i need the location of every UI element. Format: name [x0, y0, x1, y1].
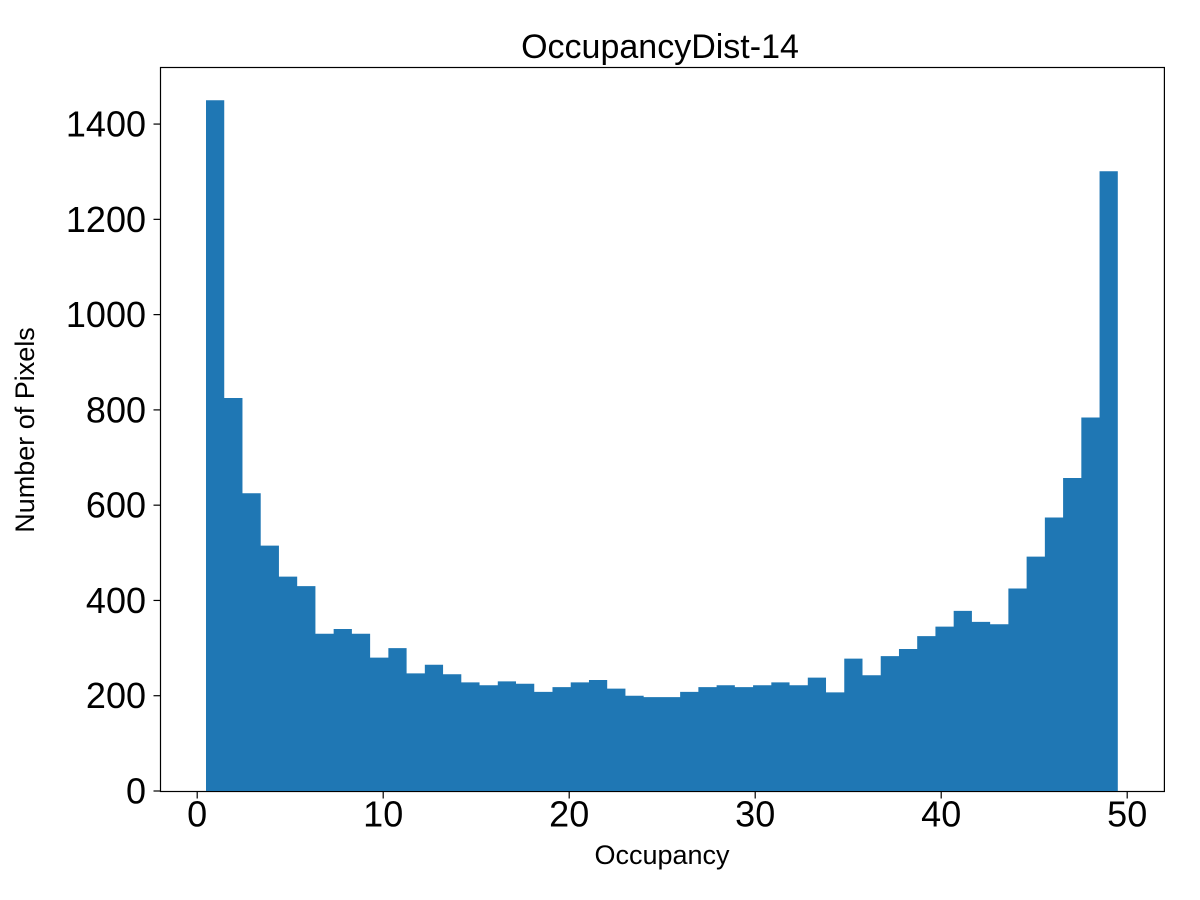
svg-text:Number of Pixels: Number of Pixels — [10, 327, 40, 533]
svg-text:40: 40 — [921, 794, 961, 835]
svg-text:OccupancyDist-14: OccupancyDist-14 — [521, 28, 799, 66]
svg-text:800: 800 — [86, 389, 146, 430]
svg-text:600: 600 — [86, 485, 146, 526]
svg-text:1000: 1000 — [66, 294, 146, 335]
svg-text:1200: 1200 — [66, 199, 146, 240]
svg-text:400: 400 — [86, 580, 146, 621]
svg-text:200: 200 — [86, 675, 146, 716]
svg-text:50: 50 — [1107, 794, 1147, 835]
svg-text:1400: 1400 — [66, 104, 146, 145]
svg-text:0: 0 — [187, 794, 207, 835]
svg-text:Occupancy: Occupancy — [594, 840, 730, 870]
svg-text:10: 10 — [363, 794, 403, 835]
svg-text:30: 30 — [735, 794, 775, 835]
svg-text:0: 0 — [126, 771, 146, 812]
svg-text:20: 20 — [549, 794, 589, 835]
